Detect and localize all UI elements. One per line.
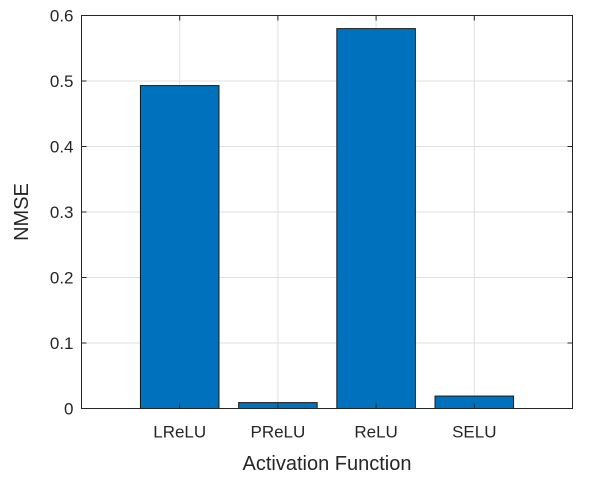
- y-tick-label: 0.4: [50, 138, 74, 157]
- x-tick-label: SELU: [452, 423, 496, 442]
- x-tick-label: PReLU: [250, 423, 305, 442]
- y-tick-label: 0.3: [50, 203, 74, 222]
- x-tick-label: ReLU: [354, 423, 397, 442]
- x-tick-label: LReLU: [153, 423, 206, 442]
- y-tick-label: 0.1: [50, 334, 74, 353]
- bar-lrelu: [139, 85, 220, 410]
- y-tick-label: 0.6: [50, 7, 74, 26]
- y-axis-ticks: 0 0.1 0.2 0.3 0.4 0.5 0.6: [50, 7, 573, 419]
- y-tick-label: 0.2: [50, 269, 74, 288]
- x-axis-ticks: LReLU PReLU ReLU SELU: [153, 15, 497, 442]
- y-tick-label: 0: [64, 400, 73, 419]
- bar-relu: [336, 28, 416, 409]
- y-tick-label: 0.5: [50, 72, 74, 91]
- bars: [139, 28, 515, 410]
- x-axis-label: Activation Function: [243, 453, 412, 475]
- y-axis-label: NMSE: [11, 183, 33, 241]
